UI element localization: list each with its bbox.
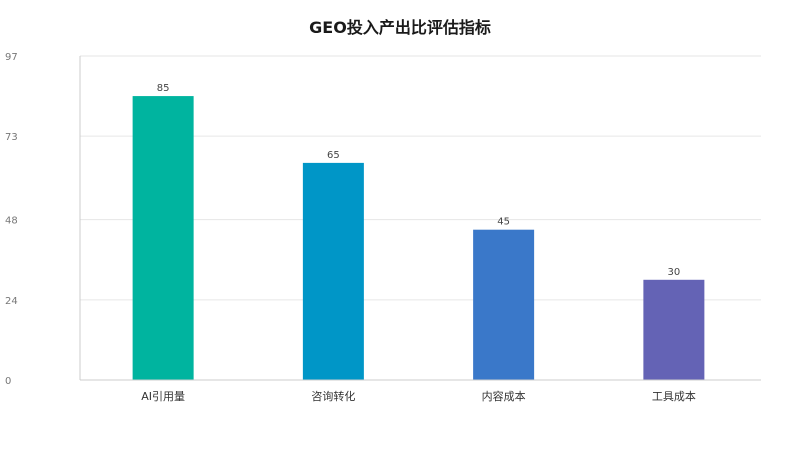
y-axis-ticks: 0 24 48 73 97 bbox=[5, 52, 18, 387]
y-tick-label: 97 bbox=[5, 52, 18, 63]
bar bbox=[643, 279, 705, 380]
x-category-label: 咨询转化 bbox=[311, 389, 355, 403]
y-tick-label: 24 bbox=[5, 296, 18, 307]
bar-value-label: 65 bbox=[327, 150, 340, 161]
bar-value-label: 45 bbox=[497, 217, 510, 228]
bar bbox=[132, 96, 194, 381]
bar-value-label: 30 bbox=[668, 267, 681, 278]
x-axis-labels: AI引用量 咨询转化 内容成本 工具成本 bbox=[141, 389, 696, 403]
x-category-label: 工具成本 bbox=[652, 389, 696, 403]
y-tick-label: 48 bbox=[5, 216, 18, 227]
y-tick-label: 0 bbox=[5, 376, 11, 387]
x-category-label: 内容成本 bbox=[482, 389, 526, 403]
bars: 85 65 45 30 bbox=[132, 83, 705, 381]
bar-value-label: 85 bbox=[157, 83, 170, 94]
chart-title: GEO投入产出比评估指标 bbox=[309, 18, 491, 37]
bar bbox=[302, 162, 364, 380]
y-tick-label: 73 bbox=[5, 132, 18, 143]
x-category-label: AI引用量 bbox=[141, 389, 185, 403]
bar bbox=[473, 229, 535, 380]
